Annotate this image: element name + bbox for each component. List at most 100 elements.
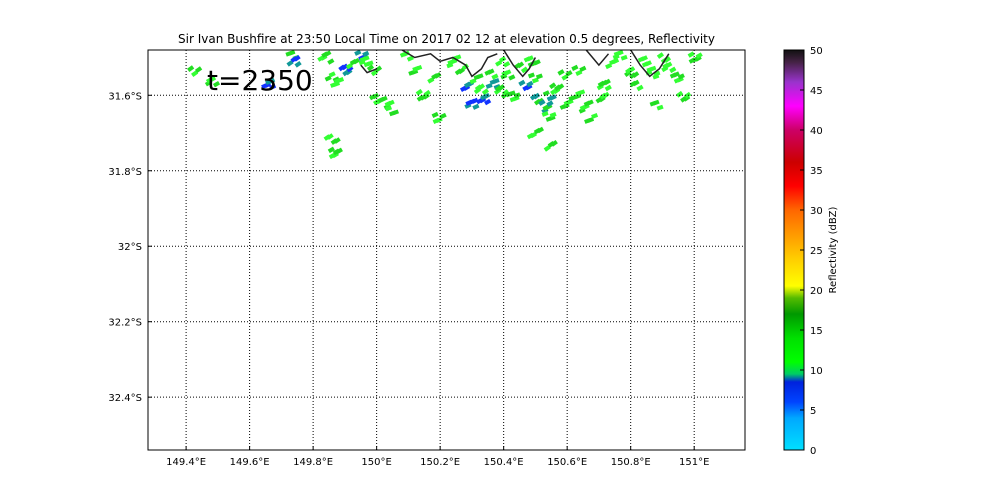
echo-cell bbox=[476, 92, 492, 106]
echo-gate bbox=[559, 103, 567, 110]
y-axis-ticks: 31.6°S 31.8°S 32°S 32.2°S 32.4°S bbox=[108, 91, 152, 404]
echo-gate bbox=[527, 72, 535, 79]
colorbar-tick-label: 50 bbox=[810, 46, 823, 57]
reflectivity-echoes bbox=[187, 50, 703, 160]
echo-gate bbox=[579, 104, 587, 111]
echo-gate bbox=[334, 78, 342, 84]
echo-gate bbox=[646, 66, 654, 73]
echo-gate bbox=[526, 80, 534, 88]
echo-gate bbox=[285, 50, 293, 57]
echo-cell bbox=[605, 58, 620, 70]
echo-gate bbox=[374, 65, 383, 73]
echo-gate bbox=[561, 74, 569, 81]
echo-gate bbox=[484, 98, 492, 106]
echo-gate bbox=[324, 75, 332, 82]
y-tick-label: 32.2°S bbox=[108, 318, 142, 329]
echo-cell bbox=[612, 50, 628, 61]
echo-gate bbox=[526, 132, 535, 140]
echo-gate bbox=[294, 60, 302, 68]
echo-gate bbox=[187, 65, 195, 73]
echo-cell bbox=[345, 57, 361, 70]
x-tick-label: 150.6°E bbox=[547, 457, 587, 468]
chart-title: Sir Ivan Bushfire at 23:50 Local Time on… bbox=[178, 32, 715, 46]
echo-gate bbox=[523, 56, 531, 63]
echo-gate bbox=[549, 82, 557, 90]
echo-gate bbox=[261, 82, 269, 90]
echo-gate bbox=[522, 84, 530, 92]
echo-cell bbox=[408, 64, 423, 76]
echo-gate bbox=[366, 64, 375, 72]
echo-gate bbox=[543, 144, 551, 152]
echo-cell bbox=[505, 90, 521, 103]
echo-gate bbox=[389, 110, 397, 117]
echo-cell bbox=[541, 111, 557, 122]
echo-gate bbox=[656, 52, 665, 59]
echo-gate bbox=[676, 90, 684, 98]
echo-gate bbox=[354, 50, 362, 56]
echo-gate bbox=[265, 78, 273, 86]
echo-gate bbox=[542, 90, 550, 97]
echo-gate bbox=[575, 69, 583, 76]
echo-gate bbox=[641, 61, 649, 68]
echo-cell bbox=[549, 82, 565, 96]
coastline bbox=[401, 50, 498, 78]
echo-gate bbox=[369, 93, 377, 101]
echo-cell bbox=[527, 72, 543, 84]
echo-cell bbox=[518, 79, 534, 92]
echo-gate bbox=[499, 56, 507, 63]
echo-gate bbox=[535, 73, 543, 80]
echo-gate bbox=[330, 138, 338, 145]
colorbar-tick-label: 15 bbox=[810, 326, 823, 337]
echo-gate bbox=[328, 71, 336, 78]
echo-gate bbox=[584, 118, 592, 124]
y-tick-label: 32°S bbox=[118, 242, 142, 253]
colorbar-tick-label: 40 bbox=[810, 126, 823, 137]
echo-cell bbox=[415, 88, 431, 102]
echo-gate bbox=[431, 73, 439, 80]
colorbar-tick-label: 20 bbox=[810, 286, 823, 297]
echo-gate bbox=[565, 70, 573, 77]
echo-cell bbox=[469, 73, 484, 85]
echo-gate bbox=[547, 140, 555, 148]
echo-gate bbox=[286, 59, 294, 67]
x-tick-label: 150.2°E bbox=[420, 457, 460, 468]
echo-gate bbox=[687, 51, 695, 58]
echo-gate bbox=[533, 98, 542, 106]
echo-gate bbox=[503, 61, 511, 68]
echo-gate bbox=[363, 61, 371, 68]
echo-cell bbox=[571, 64, 587, 76]
echo-gate bbox=[541, 111, 549, 117]
colorbar-tick-label: 10 bbox=[810, 366, 823, 377]
echo-gate bbox=[677, 73, 685, 80]
echo-cell bbox=[464, 97, 480, 110]
echo-gate bbox=[508, 74, 516, 81]
echo-gate bbox=[629, 80, 637, 88]
x-tick-label: 150.8°E bbox=[611, 457, 651, 468]
echo-gate bbox=[423, 89, 431, 97]
echo-gate bbox=[613, 50, 621, 57]
echo-gate bbox=[385, 105, 393, 112]
echo-gate bbox=[533, 127, 542, 135]
echo-gate bbox=[501, 89, 510, 96]
echo-gate bbox=[583, 100, 591, 107]
colorbar-tick-label: 45 bbox=[810, 86, 823, 97]
echo-cell bbox=[317, 50, 335, 65]
colorbar-label: Reflectivity (dBZ) bbox=[828, 206, 839, 293]
y-tick-label: 31.6°S bbox=[108, 91, 142, 102]
echo-cell bbox=[473, 83, 490, 96]
echo-gate bbox=[669, 72, 677, 79]
echo-gate bbox=[591, 113, 599, 119]
echo-gate bbox=[597, 80, 605, 88]
echo-gate bbox=[480, 93, 488, 101]
echo-cell bbox=[385, 105, 400, 117]
echo-gate bbox=[349, 58, 358, 66]
echo-cell bbox=[568, 89, 586, 102]
echo-cell bbox=[624, 66, 640, 80]
echo-gate bbox=[550, 88, 558, 96]
echo-cell bbox=[330, 77, 345, 88]
echo-gate bbox=[495, 60, 503, 67]
x-tick-label: 150.4°E bbox=[484, 457, 524, 468]
echo-gate bbox=[412, 65, 420, 72]
echo-gate bbox=[491, 73, 499, 80]
